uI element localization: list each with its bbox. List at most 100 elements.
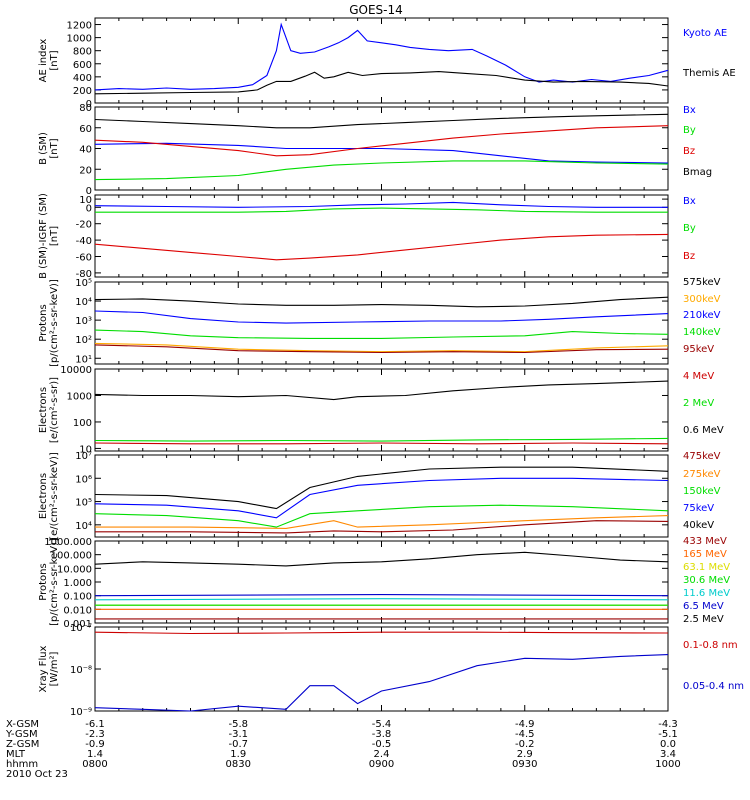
legend-label: 210keV <box>683 310 721 321</box>
panel-protons_high: 0.001 0.010 0.100 1.000 10.000 100.000 1000.00… <box>38 536 730 630</box>
legend-label: Bz <box>683 146 695 157</box>
y-axis-label: Xray Flux <box>38 645 49 692</box>
legend-label: 2.5 MeV <box>683 614 724 625</box>
series-line-bz <box>94 125 669 157</box>
y-axis-label: [e/(cm²-s-sr)] <box>49 377 60 443</box>
y-tick-label: 10⁻⁹ <box>70 707 92 718</box>
series-line-bx <box>94 201 668 208</box>
series-line-275kev <box>95 515 669 529</box>
y-tick-label: 1000 <box>67 34 92 45</box>
legend-label: 0.05-0.4 nm <box>683 681 744 692</box>
y-tick-label: 1200 <box>67 21 92 32</box>
x-tick-label: 1.4 <box>87 749 103 760</box>
series-line-75kev <box>94 477 669 519</box>
y-axis-label: B (SM)-IGRF (SM) <box>38 193 49 279</box>
series-line-2-5-mev <box>94 551 669 567</box>
x-tick-label: -0.7 <box>228 739 248 750</box>
x-tick-label: 0930 <box>512 759 537 770</box>
y-tick-label: -40 <box>76 236 92 247</box>
legend-label: 275keV <box>683 469 721 480</box>
x-tick-label: 0830 <box>226 759 251 770</box>
series-line-by <box>95 207 668 213</box>
x-tick-label: -6.1 <box>85 719 105 730</box>
panel-protons_low: 10¹ 10² 10³ 10⁴ 10⁵ Protons [p/(cm²-s-sr-keV)]… <box>38 277 721 367</box>
x-tick-label: -0.9 <box>85 739 105 750</box>
x-tick-label: -0.5 <box>372 739 392 750</box>
legend-label: 30.6 MeV <box>683 575 730 586</box>
panel-b: 0 20 40 60 80 B (SM) [nT] Bx By Bz Bmag <box>38 103 712 197</box>
legend-label: 300keV <box>683 294 721 305</box>
legend-label: 6.5 MeV <box>683 601 724 612</box>
y-tick-label: 10⁷ <box>75 451 92 462</box>
y-tick-label: 60 <box>79 124 92 135</box>
y-tick-label: 1000 <box>67 391 92 402</box>
y-tick-label: 10⁴ <box>75 521 92 532</box>
series-line-300kev <box>94 342 669 353</box>
legend-label: 75keV <box>683 503 714 514</box>
x-tick-label: 2.9 <box>517 749 533 760</box>
x-tick-label: 2.4 <box>374 749 390 760</box>
series-line-0-05-0-4-nm <box>94 654 669 712</box>
y-tick-label: 10 <box>79 444 92 455</box>
y-tick-label: -20 <box>76 220 92 231</box>
x-tick-label: -0.2 <box>515 739 535 750</box>
x-tick-label: -4.5 <box>515 729 535 740</box>
x-tick-label: -3.1 <box>228 729 248 740</box>
x-tick-label: 1000 <box>655 759 680 770</box>
series-line-2-mev <box>94 437 669 442</box>
legend-label: 0.1-0.8 nm <box>683 640 738 651</box>
x-tick-label: -3.8 <box>372 729 392 740</box>
y-tick-label: 10000 <box>60 365 92 376</box>
y-tick-label: 20 <box>79 165 92 176</box>
series-line-kyoto-ae <box>94 22 669 91</box>
y-axis-label: [e/(cm²-s-sr-keV)] <box>49 452 60 540</box>
y-tick-label: 10⁵ <box>75 498 92 509</box>
x-tick-label: 0.0 <box>660 739 676 750</box>
y-tick-label: 0.100 <box>63 592 92 603</box>
legend-label: Bz <box>683 251 695 262</box>
y-axis-label: [W/m²] <box>49 651 60 686</box>
series-line-bz <box>94 233 669 261</box>
series-line-by <box>94 160 669 181</box>
y-tick-label: 10⁻⁷ <box>70 623 92 634</box>
legend-label: Themis AE <box>682 68 736 79</box>
series-line-bmag <box>94 113 669 129</box>
series-line-11-6-mev <box>94 598 669 601</box>
legend-label: 150keV <box>683 486 721 497</box>
legend-label: 165 MeV <box>683 549 727 560</box>
y-axis-label: B (SM) <box>38 132 49 165</box>
series-line-bx <box>94 142 669 164</box>
series-line-4-mev <box>94 442 669 445</box>
y-tick-label: 0.001 <box>63 619 92 630</box>
series-line-0-1-0-8-nm <box>94 631 669 635</box>
series-line-0-6-mev <box>94 380 669 401</box>
x-row-name: X-GSM <box>6 719 39 730</box>
series-line-140kev <box>94 329 669 339</box>
y-tick-label: 80 <box>79 103 92 114</box>
panel-frame <box>94 368 669 452</box>
series-line-150kev <box>94 504 669 528</box>
y-tick-label: 200 <box>73 86 92 97</box>
y-tick-label: 0 <box>86 99 92 110</box>
y-tick-label: 10 <box>79 195 92 206</box>
chart-title: GOES-14 <box>349 3 403 17</box>
y-tick-label: 10³ <box>75 316 92 327</box>
y-axis-label: [p/(cm²-s-sr-keV)] <box>49 538 60 626</box>
legend-label: 2 MeV <box>683 398 714 409</box>
x-tick-label: -5.8 <box>228 719 248 730</box>
y-tick-label: -60 <box>76 253 92 264</box>
y-tick-label: 0 <box>86 186 92 197</box>
series-line-themis-ae <box>94 71 669 95</box>
legend-label: 575keV <box>683 277 721 288</box>
y-tick-label: 10.000 <box>57 564 92 575</box>
y-tick-label: 0.010 <box>63 605 92 616</box>
y-axis-label: Electrons <box>38 387 49 433</box>
legend-label: 0.6 MeV <box>683 425 724 436</box>
y-axis-label: [nT] <box>49 50 60 70</box>
y-tick-label: 10⁶ <box>75 474 92 485</box>
x-row-name: Z-GSM <box>6 739 39 750</box>
legend-label: By <box>683 223 696 234</box>
x-tick-label: 0800 <box>82 759 107 770</box>
x-tick-label: 1.9 <box>230 749 246 760</box>
